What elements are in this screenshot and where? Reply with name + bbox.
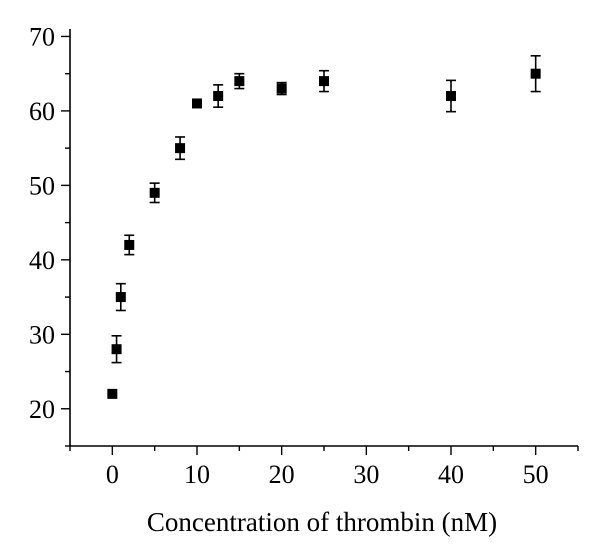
data-point xyxy=(111,344,122,355)
data-point xyxy=(115,292,126,303)
data-point xyxy=(124,239,135,250)
data-point xyxy=(175,143,186,154)
y-tick-label: 30 xyxy=(29,320,55,349)
x-tick-label: 20 xyxy=(269,460,295,489)
data-point xyxy=(276,83,287,94)
ticks: 0 10 20 30 40 50 20 30 40 50 60 70 xyxy=(29,22,579,489)
x-tick-label: 50 xyxy=(523,460,549,489)
x-axis-title: Concentration of thrombin (nM) xyxy=(147,507,497,537)
data-points xyxy=(107,55,541,399)
data-point xyxy=(530,68,541,79)
x-tick-label: 10 xyxy=(184,460,210,489)
data-point xyxy=(107,388,118,399)
y-tick-label: 50 xyxy=(29,171,55,200)
y-tick-label: 70 xyxy=(29,22,55,51)
x-tick-label: 0 xyxy=(106,460,119,489)
data-point xyxy=(192,98,202,109)
data-point xyxy=(319,76,329,87)
y-tick-label: 60 xyxy=(29,97,55,126)
y-tick-label: 20 xyxy=(29,395,55,424)
x-tick-label: 30 xyxy=(353,460,379,489)
data-point xyxy=(234,76,245,87)
data-point xyxy=(149,187,160,198)
data-point xyxy=(446,91,456,102)
data-point xyxy=(213,91,224,102)
x-tick-label: 40 xyxy=(438,460,464,489)
y-tick-label: 40 xyxy=(29,246,55,275)
